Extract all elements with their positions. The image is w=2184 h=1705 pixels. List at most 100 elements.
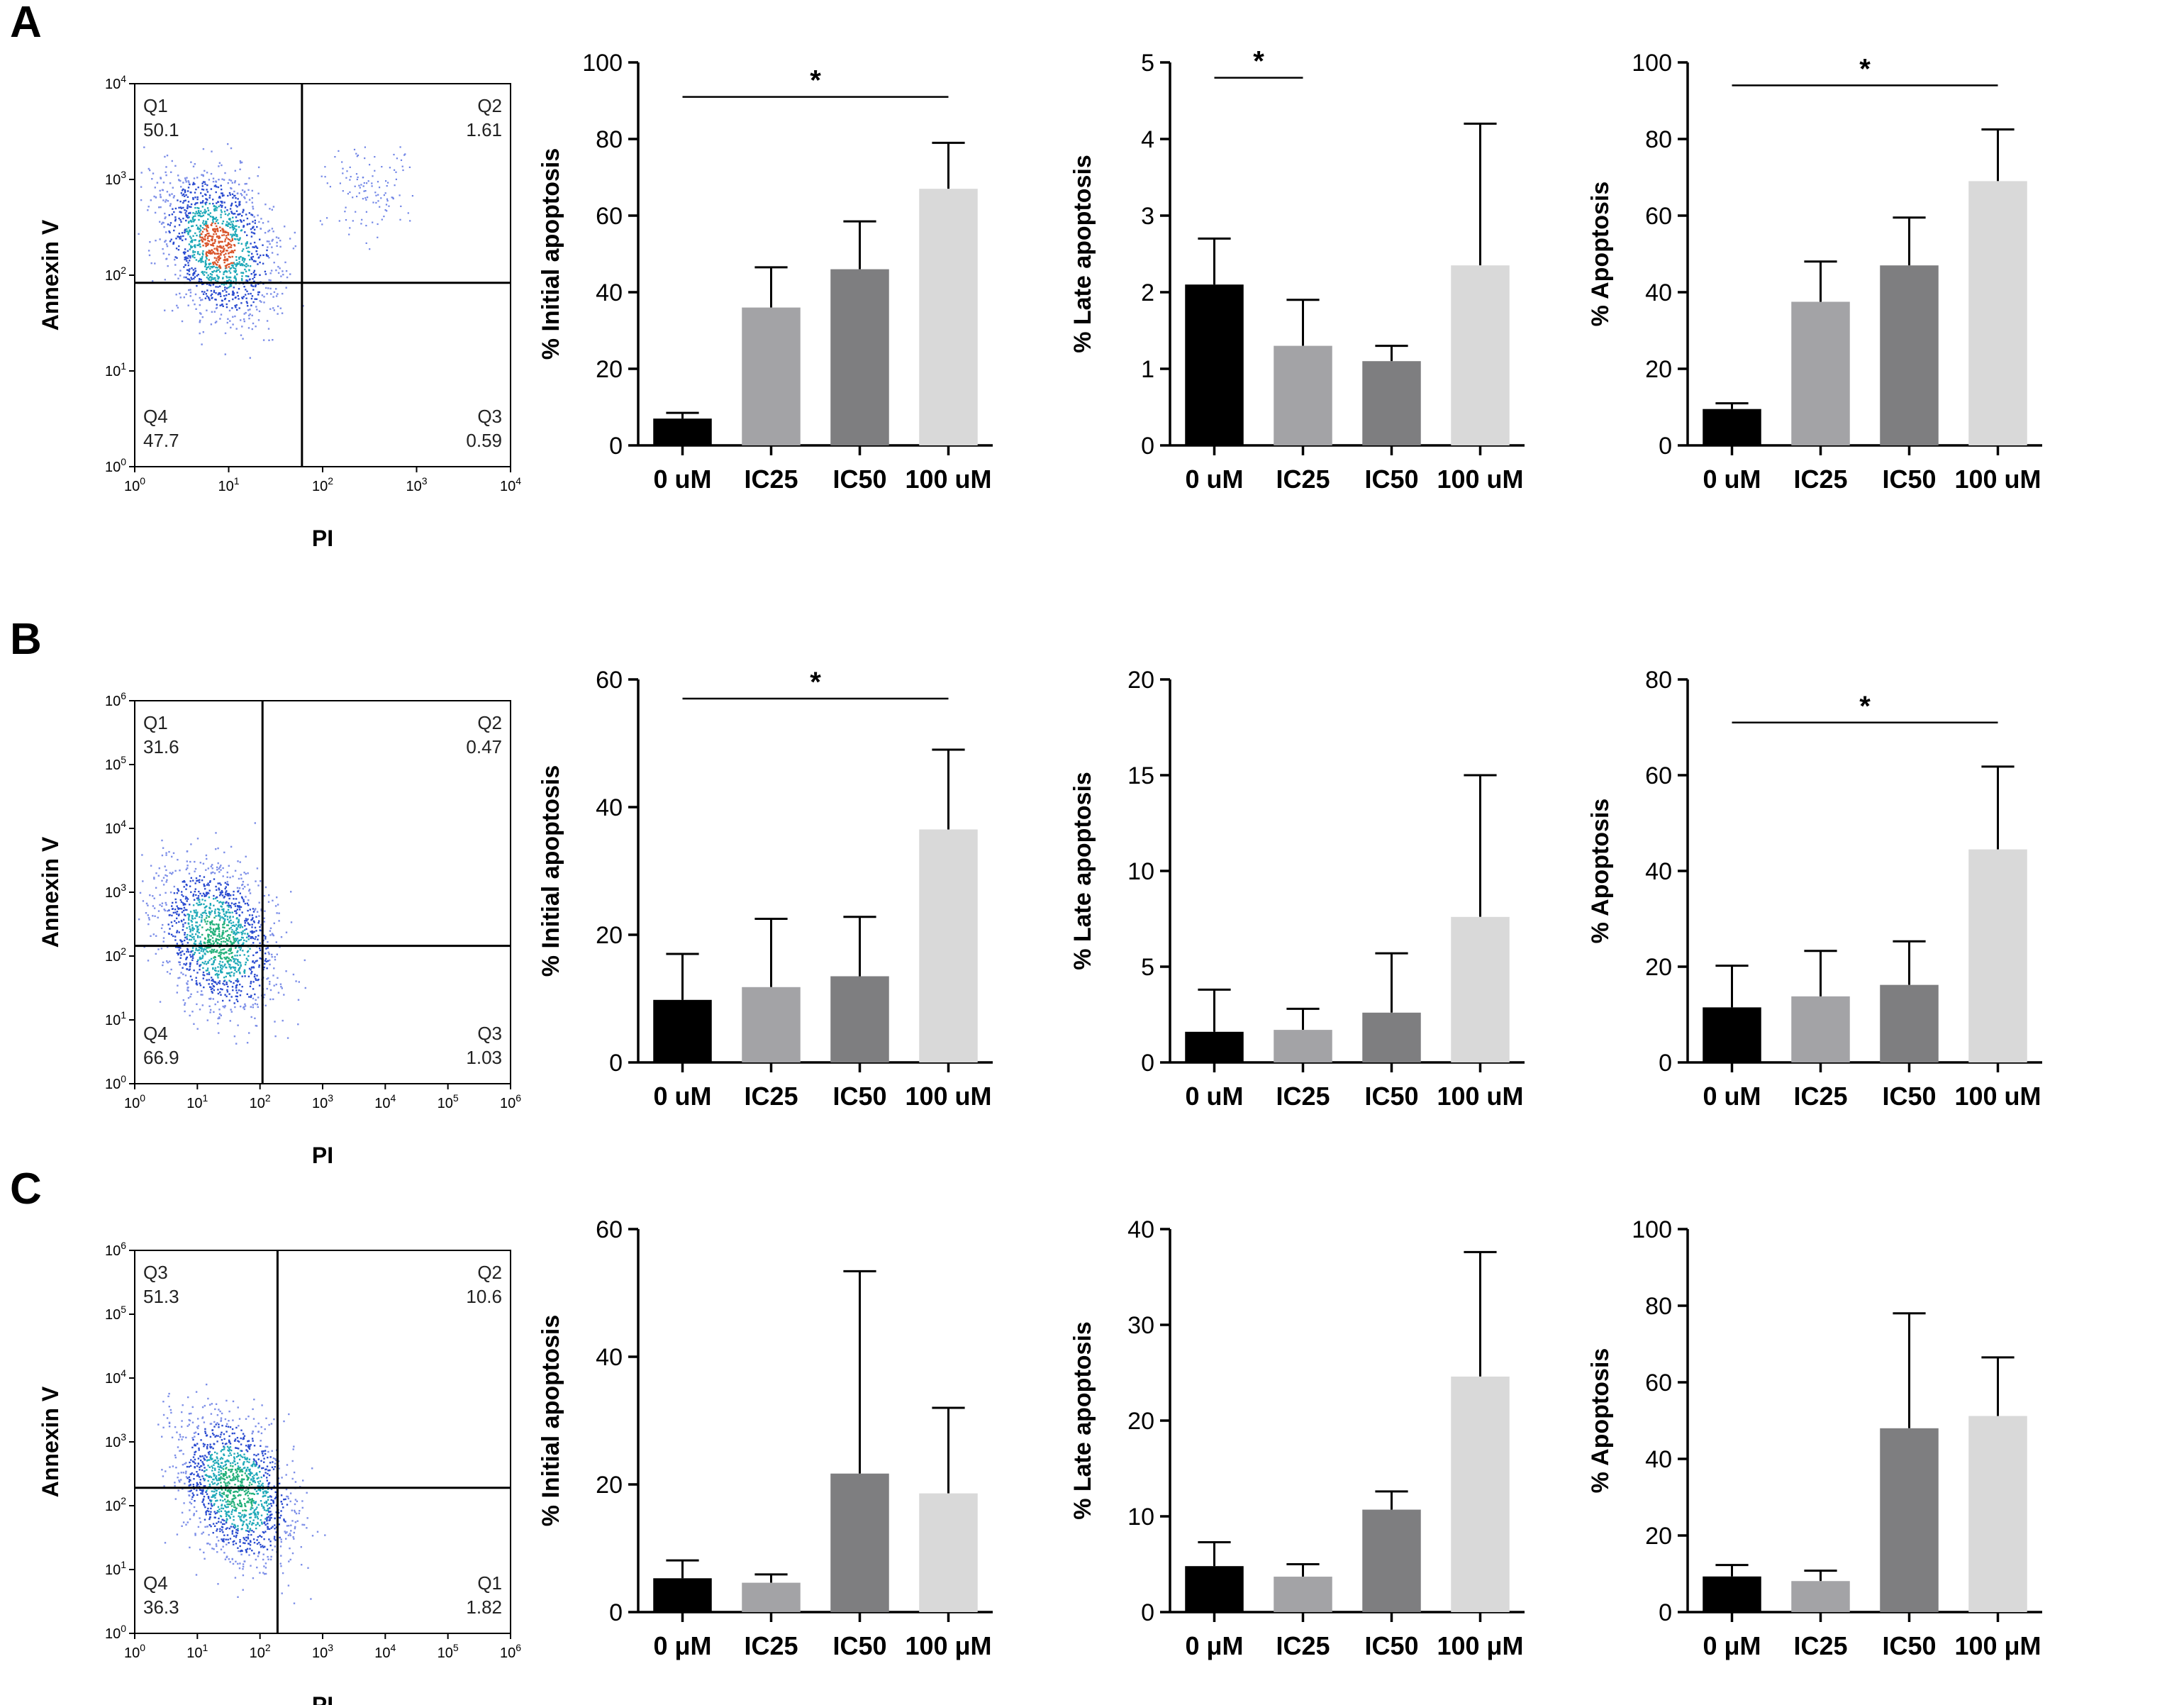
flow-dot bbox=[279, 1562, 282, 1565]
x-tick-label: IC50 bbox=[832, 1631, 886, 1660]
flow-dot bbox=[232, 291, 234, 293]
flow-dot bbox=[185, 1436, 187, 1439]
flow-dot bbox=[233, 1506, 235, 1508]
flow-dot bbox=[199, 942, 202, 945]
flow-dot bbox=[274, 1491, 277, 1494]
flow-dot bbox=[223, 1478, 225, 1480]
flow-dot bbox=[232, 966, 234, 968]
flow-dot bbox=[248, 889, 250, 892]
flow-dot bbox=[162, 199, 165, 201]
flow-dot bbox=[224, 994, 226, 996]
flow-dot bbox=[193, 1473, 195, 1476]
flow-dot bbox=[246, 1450, 249, 1453]
flow-dot bbox=[266, 1520, 268, 1522]
y-tick-label: 60 bbox=[1645, 203, 1672, 230]
flow-dot bbox=[212, 199, 214, 201]
flow-dot bbox=[238, 906, 240, 909]
flow-dot bbox=[167, 200, 169, 202]
flow-dot bbox=[224, 1460, 226, 1462]
flow-dot bbox=[189, 929, 192, 931]
flow-dot bbox=[295, 980, 297, 982]
flow-dot bbox=[206, 226, 208, 228]
flow-dot bbox=[196, 935, 199, 937]
flow-dot bbox=[223, 913, 225, 916]
flow-dot bbox=[268, 339, 270, 341]
flow-dot bbox=[184, 199, 186, 201]
flow-dot bbox=[194, 251, 196, 253]
flow-dot bbox=[194, 213, 196, 215]
x-tick-label: 0 uM bbox=[1703, 465, 1761, 494]
flow-dot bbox=[223, 980, 225, 982]
flow-dot bbox=[232, 921, 235, 923]
flow-dot bbox=[251, 1433, 253, 1435]
flow-dot bbox=[238, 307, 240, 309]
flow-dot bbox=[222, 231, 224, 233]
flow-dot bbox=[154, 187, 156, 189]
flow-dot bbox=[230, 966, 233, 969]
flow-dot bbox=[286, 276, 289, 279]
flow-dot bbox=[226, 892, 229, 895]
flow-dot bbox=[254, 1516, 257, 1518]
flow-dot bbox=[267, 1555, 269, 1558]
flow-dot bbox=[242, 887, 244, 890]
flow-dot bbox=[218, 1016, 221, 1018]
flow-dot bbox=[201, 174, 203, 176]
flow-dot bbox=[145, 912, 147, 914]
flow-dot bbox=[224, 1489, 227, 1491]
flow-dot bbox=[206, 915, 208, 917]
flow-dot bbox=[225, 1513, 227, 1515]
flow-dot bbox=[174, 1482, 176, 1484]
flow-dot bbox=[234, 304, 236, 307]
flow-dot bbox=[293, 1538, 295, 1540]
flow-dot bbox=[235, 304, 238, 306]
flow-dot bbox=[182, 201, 184, 204]
flow-dot bbox=[200, 950, 202, 952]
flow-dot bbox=[228, 1511, 230, 1514]
flow-dot bbox=[223, 920, 226, 922]
flow-dot bbox=[209, 251, 211, 253]
flow-dot bbox=[182, 206, 184, 209]
flow-dot bbox=[229, 1538, 232, 1540]
flow-dot bbox=[225, 1538, 227, 1540]
flow-dot bbox=[191, 240, 193, 243]
flow-dot bbox=[268, 1423, 270, 1426]
flow-dot bbox=[262, 1482, 264, 1484]
flow-dot bbox=[222, 1005, 224, 1008]
flow-dot bbox=[237, 295, 239, 297]
flow-dot bbox=[211, 150, 213, 152]
flow-dot bbox=[206, 272, 208, 274]
flow-dot bbox=[194, 271, 196, 274]
flow-dot bbox=[220, 209, 223, 211]
flow-dot bbox=[178, 931, 180, 933]
flow-dot bbox=[184, 939, 186, 942]
flow-dot bbox=[245, 872, 247, 875]
flow-dot bbox=[212, 263, 215, 265]
flow-dot bbox=[217, 201, 220, 204]
y-tick-label: 40 bbox=[1645, 1446, 1672, 1473]
flow-dot bbox=[232, 1472, 235, 1475]
flow-dot bbox=[206, 309, 208, 311]
flow-dot bbox=[211, 987, 213, 989]
flow-dot bbox=[224, 1498, 226, 1501]
significance-star: * bbox=[1859, 691, 1871, 722]
flow-dot bbox=[240, 936, 243, 938]
flow-dot bbox=[229, 1446, 232, 1448]
flow-dot bbox=[236, 309, 238, 311]
flow-dot bbox=[264, 1468, 267, 1471]
flow-dot bbox=[250, 1471, 252, 1473]
flow-dot bbox=[247, 950, 250, 953]
flow-dot bbox=[218, 926, 220, 929]
flow-dot bbox=[193, 935, 195, 938]
quadrant-value: 1.61 bbox=[466, 119, 502, 140]
flow-dot bbox=[212, 923, 214, 926]
flow-dot bbox=[267, 1491, 269, 1494]
flow-dot bbox=[244, 902, 247, 905]
flow-dot bbox=[167, 923, 169, 926]
flow-dot bbox=[225, 1467, 228, 1469]
flow-dot bbox=[230, 1465, 232, 1467]
flow-dot bbox=[223, 1504, 226, 1506]
flow-dot bbox=[231, 1479, 233, 1482]
flow-dot bbox=[223, 1493, 225, 1496]
flow-dot bbox=[196, 960, 199, 963]
flow-dot bbox=[193, 938, 195, 940]
